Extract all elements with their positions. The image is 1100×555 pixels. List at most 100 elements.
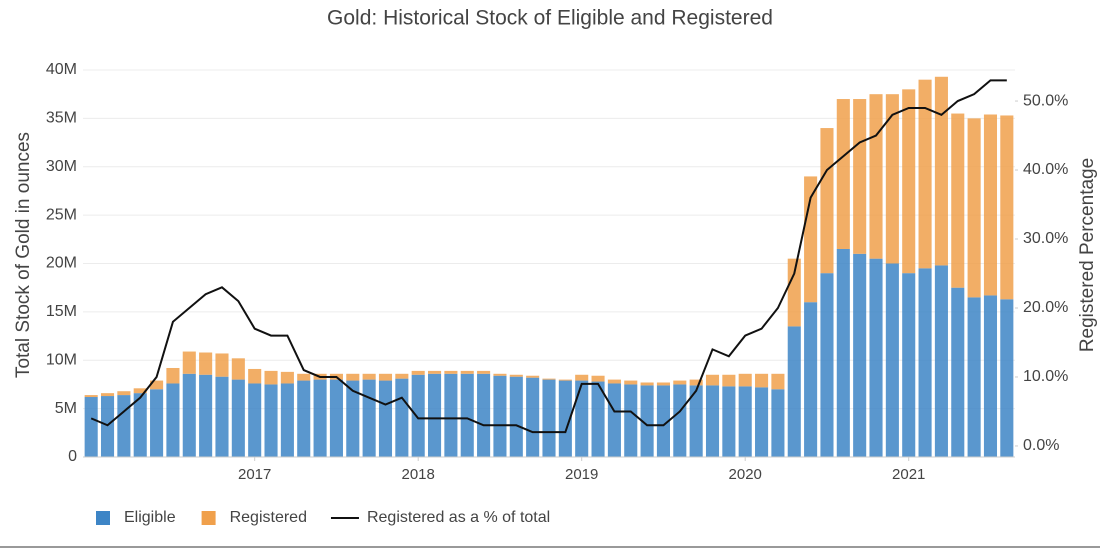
bar bbox=[117, 395, 131, 457]
y-tick-label: 20M bbox=[46, 255, 77, 272]
bar bbox=[133, 388, 147, 394]
y-axis-title: Total Stock of Gold in ounces bbox=[13, 132, 34, 378]
y-tick-label: 40M bbox=[46, 61, 77, 78]
bar bbox=[378, 373, 393, 381]
bar bbox=[607, 383, 621, 457]
bar bbox=[329, 379, 343, 457]
bar bbox=[166, 383, 180, 457]
y-tick-label: 30M bbox=[46, 158, 77, 175]
legend-swatch bbox=[96, 511, 110, 525]
bar bbox=[411, 374, 425, 457]
bar bbox=[640, 385, 654, 457]
bar bbox=[575, 374, 589, 381]
bar bbox=[607, 379, 621, 384]
bar bbox=[673, 380, 687, 385]
bar bbox=[640, 382, 654, 386]
y2-tick-label: 20.0% bbox=[1023, 299, 1068, 316]
bar bbox=[280, 371, 294, 384]
bar bbox=[575, 380, 589, 457]
bar bbox=[787, 258, 801, 327]
bar bbox=[983, 295, 998, 457]
bar bbox=[689, 379, 703, 386]
bar bbox=[624, 384, 638, 457]
bar bbox=[477, 370, 491, 374]
bar bbox=[967, 118, 981, 298]
bar bbox=[755, 373, 769, 388]
bar bbox=[853, 253, 867, 457]
bar bbox=[902, 89, 916, 274]
bar bbox=[951, 287, 965, 457]
bar bbox=[460, 373, 474, 457]
bar bbox=[199, 374, 213, 457]
bar bbox=[885, 263, 899, 457]
chart-title: Gold: Historical Stock of Eligible and R… bbox=[327, 7, 773, 30]
y-tick-label: 15M bbox=[46, 303, 77, 320]
bar bbox=[967, 297, 981, 457]
bar bbox=[705, 385, 720, 457]
legend-label: Eligible bbox=[124, 509, 176, 526]
bar bbox=[1000, 299, 1014, 457]
bar bbox=[117, 391, 131, 396]
bar bbox=[934, 76, 948, 266]
bar bbox=[869, 258, 883, 457]
bar bbox=[656, 382, 670, 386]
bar bbox=[705, 374, 720, 386]
bar bbox=[231, 379, 245, 457]
bar bbox=[378, 380, 393, 457]
bar bbox=[166, 367, 180, 384]
x-tick-label: 2018 bbox=[402, 466, 435, 483]
bar bbox=[411, 370, 425, 375]
bar bbox=[182, 351, 196, 374]
bar bbox=[444, 373, 458, 457]
bar bbox=[346, 373, 360, 381]
bar bbox=[934, 265, 948, 457]
y-tick-label: 35M bbox=[46, 110, 77, 127]
bar bbox=[460, 370, 474, 374]
bar bbox=[624, 380, 638, 385]
y2-tick-label: 10.0% bbox=[1023, 368, 1068, 385]
bar bbox=[820, 273, 834, 457]
x-tick-label: 2021 bbox=[892, 466, 925, 483]
y2-tick-label: 30.0% bbox=[1023, 230, 1068, 247]
bar bbox=[231, 358, 245, 380]
bar bbox=[428, 370, 442, 374]
legend-swatch bbox=[201, 511, 216, 525]
legend-label: Registered bbox=[230, 509, 307, 526]
bar bbox=[215, 376, 229, 457]
bar bbox=[477, 373, 491, 457]
bar bbox=[215, 353, 229, 377]
bar bbox=[771, 373, 785, 390]
bar bbox=[297, 373, 311, 381]
bar bbox=[902, 273, 916, 457]
bar bbox=[509, 376, 523, 457]
x-tick-label: 2019 bbox=[565, 466, 598, 483]
bar bbox=[362, 379, 376, 457]
bar bbox=[542, 379, 556, 457]
bar bbox=[264, 384, 278, 457]
bar bbox=[346, 380, 360, 457]
bar bbox=[84, 395, 98, 398]
bar bbox=[755, 387, 769, 457]
y2-tick-label: 40.0% bbox=[1023, 161, 1068, 178]
bar bbox=[656, 385, 670, 457]
y2-axis-title: Registered Percentage bbox=[1077, 158, 1098, 352]
bar bbox=[836, 248, 850, 457]
bar bbox=[738, 386, 752, 457]
bar bbox=[84, 397, 98, 457]
bar bbox=[771, 389, 785, 457]
bar bbox=[133, 393, 147, 457]
bar bbox=[444, 370, 458, 374]
bar bbox=[951, 113, 965, 288]
bar bbox=[591, 381, 605, 457]
y-tick-label: 5M bbox=[55, 400, 77, 417]
bar bbox=[722, 374, 736, 387]
bar bbox=[689, 385, 703, 457]
bar bbox=[558, 379, 572, 381]
bar bbox=[885, 94, 899, 264]
y-tick-label: 10M bbox=[46, 351, 77, 368]
line bbox=[90, 79, 1007, 434]
bar bbox=[313, 379, 327, 457]
bar bbox=[542, 378, 556, 380]
